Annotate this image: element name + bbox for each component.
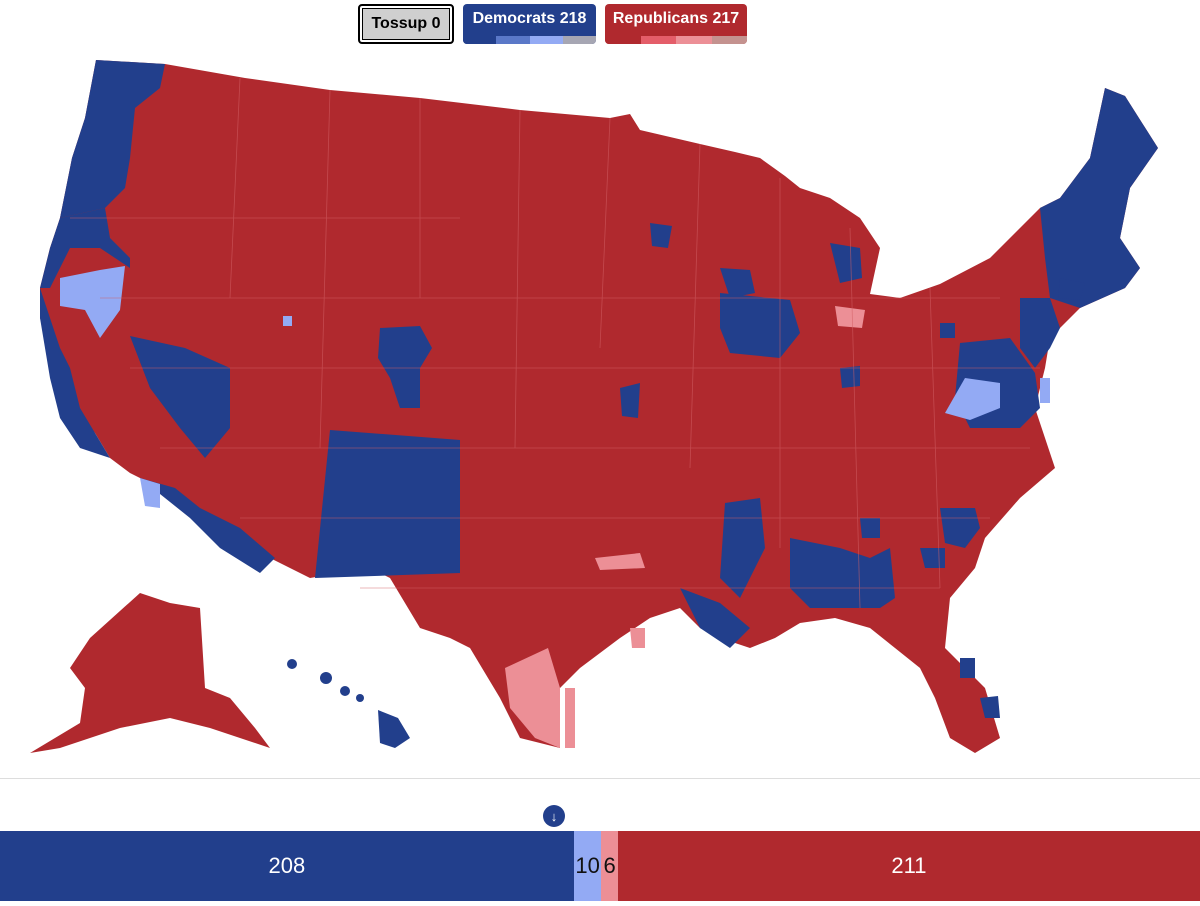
rep-lean-regions bbox=[505, 306, 865, 748]
arrow-down-icon: ↓ bbox=[550, 808, 558, 824]
rep-strip-lean bbox=[676, 36, 712, 44]
section-divider bbox=[0, 778, 1200, 779]
rep-strip-solid bbox=[605, 36, 641, 44]
dem-strip-solid bbox=[463, 36, 497, 44]
republicans-rating-strip bbox=[605, 36, 747, 44]
dem-strip-tilt bbox=[562, 36, 596, 44]
dem-strip-likely bbox=[496, 36, 530, 44]
seat-count-rep-lean: 6 bbox=[603, 853, 616, 878]
democrats-rating-strip bbox=[463, 36, 596, 44]
rep-strip-tilt bbox=[711, 36, 747, 44]
seat-count-dem-solid: 208 bbox=[268, 853, 306, 878]
district-boundaries bbox=[70, 77, 1040, 609]
hawaii-islands[interactable] bbox=[287, 659, 410, 748]
republicans-button[interactable]: Republicans 217 bbox=[605, 4, 747, 44]
dem-solid-regions bbox=[40, 60, 1158, 718]
majority-marker: ↓ bbox=[543, 805, 565, 827]
alaska-shape[interactable] bbox=[30, 593, 270, 753]
dem-strip-lean bbox=[529, 36, 563, 44]
seat-segment-rep-lean[interactable]: 6 bbox=[601, 831, 618, 901]
republicans-button-label: Republicans 217 bbox=[612, 10, 740, 27]
seat-segment-dem-lean[interactable]: 10 bbox=[573, 831, 602, 901]
us-house-districts-map bbox=[30, 60, 1158, 753]
tossup-button[interactable]: Tossup 0 bbox=[358, 4, 454, 44]
tossup-button-label: Tossup 0 bbox=[371, 15, 441, 32]
seat-count-rep-solid: 211 bbox=[891, 853, 927, 878]
party-filter-buttons: Tossup 0 Democrats 218 Republicans 217 bbox=[0, 4, 1200, 46]
dem-lean-regions bbox=[60, 266, 1050, 508]
democrats-button[interactable]: Democrats 218 bbox=[463, 4, 596, 44]
seat-segment-dem-solid[interactable]: 208 bbox=[0, 831, 574, 901]
seat-count-bar: 208 10 6 211 bbox=[0, 831, 1200, 901]
seat-count-dem-lean: 10 bbox=[575, 853, 600, 878]
democrats-button-label: Democrats 218 bbox=[472, 10, 587, 27]
seat-segment-rep-solid[interactable]: 211 bbox=[617, 831, 1200, 901]
rep-strip-likely bbox=[640, 36, 676, 44]
